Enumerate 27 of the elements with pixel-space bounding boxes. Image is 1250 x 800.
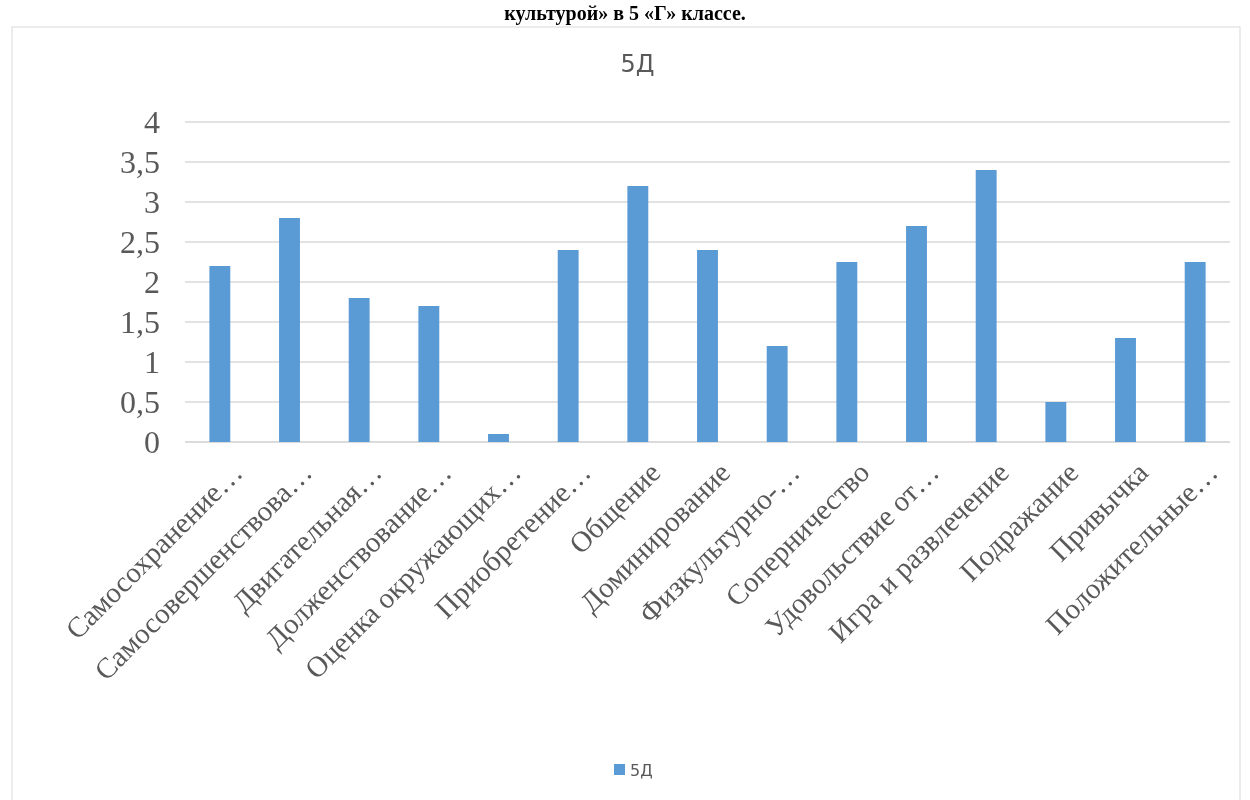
- bar: [348, 298, 370, 442]
- chart-title: 5Д: [620, 50, 655, 78]
- bar: [627, 186, 649, 442]
- bar: [1115, 338, 1136, 442]
- bar: [836, 262, 858, 442]
- bar: [279, 218, 300, 442]
- bar: [418, 306, 440, 442]
- bar: [488, 434, 509, 442]
- text: культурой» в 5 «Г» классе.: [504, 2, 746, 25]
- bar: [1045, 402, 1067, 442]
- y-tick-label: 3,5: [120, 144, 160, 181]
- y-tick-label: 2: [144, 264, 160, 301]
- bar: [557, 250, 579, 442]
- bar: [1184, 262, 1206, 442]
- y-tick-label: 1: [144, 344, 160, 381]
- bar: [975, 170, 997, 442]
- bar: [906, 226, 927, 442]
- y-tick-label: 0: [144, 424, 160, 461]
- y-tick-label: 0,5: [120, 384, 160, 421]
- legend-label: 5Д: [630, 760, 653, 780]
- bar: [766, 346, 788, 442]
- y-tick-label: 1,5: [120, 304, 160, 341]
- bar: [697, 250, 718, 442]
- y-tick-label: 2,5: [120, 224, 160, 261]
- y-tick-label: 3: [144, 184, 160, 221]
- bar: [209, 266, 231, 442]
- y-tick-label: 4: [144, 104, 160, 141]
